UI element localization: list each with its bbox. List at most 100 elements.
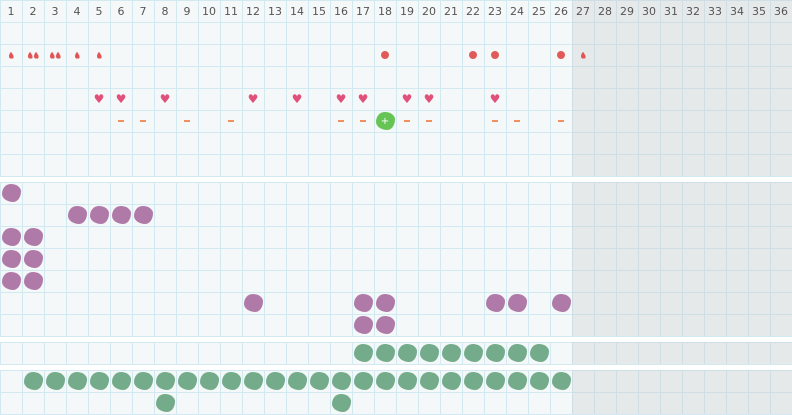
grid-cell[interactable] [154, 370, 176, 392]
grid-cell[interactable]: ♥ [154, 88, 176, 110]
grid-cell[interactable] [22, 248, 44, 270]
grid-cell[interactable] [484, 110, 506, 132]
grid-cell[interactable] [176, 370, 198, 392]
grid-cell[interactable] [374, 44, 396, 66]
grid-cell[interactable] [418, 342, 440, 364]
grid-cell[interactable] [88, 204, 110, 226]
grid-cell[interactable] [528, 370, 550, 392]
grid-cell[interactable] [66, 204, 88, 226]
grid-cell[interactable] [396, 110, 418, 132]
column-label: 2 [29, 5, 37, 18]
grid-cell[interactable] [66, 44, 88, 66]
grid-cell[interactable] [462, 370, 484, 392]
grid-cell[interactable] [484, 370, 506, 392]
grid-cell[interactable] [352, 292, 374, 314]
grid-cell[interactable] [440, 370, 462, 392]
grid-cell[interactable] [418, 370, 440, 392]
grid-cell[interactable]: ♥ [330, 88, 352, 110]
grid-cell[interactable] [198, 370, 220, 392]
grid-cell[interactable] [352, 342, 374, 364]
grid-cell[interactable] [550, 44, 572, 66]
grid-cell[interactable] [462, 342, 484, 364]
green-blob-icon [331, 372, 351, 390]
grid-cell[interactable] [154, 392, 176, 414]
grid-cell[interactable] [0, 44, 22, 66]
green-blob-icon [463, 372, 483, 390]
grid-cell[interactable] [506, 370, 528, 392]
grid-cell[interactable] [132, 204, 154, 226]
grid-cell[interactable] [88, 370, 110, 392]
grid-cell[interactable] [484, 44, 506, 66]
grid-cell[interactable] [572, 44, 594, 66]
grid-cell[interactable] [44, 44, 66, 66]
grid-cell[interactable] [528, 342, 550, 364]
grid-cell[interactable] [550, 370, 572, 392]
grid-cell[interactable] [264, 370, 286, 392]
grid-cell[interactable] [484, 292, 506, 314]
grid-cell[interactable]: ♥ [352, 88, 374, 110]
grid-cell[interactable]: ♥ [286, 88, 308, 110]
grid-cell[interactable] [352, 110, 374, 132]
grid-cell[interactable] [66, 370, 88, 392]
grid-cell[interactable] [550, 110, 572, 132]
grid-cell[interactable] [220, 370, 242, 392]
grid-cell[interactable] [0, 248, 22, 270]
grid-cell[interactable] [176, 110, 198, 132]
grid-cell[interactable] [22, 270, 44, 292]
grid-cell[interactable] [220, 110, 242, 132]
grid-cell[interactable] [506, 292, 528, 314]
grid-cell[interactable] [88, 44, 110, 66]
grid-cell[interactable] [506, 110, 528, 132]
grid-cell[interactable] [506, 342, 528, 364]
grid-cell[interactable] [418, 110, 440, 132]
grid-cell[interactable] [22, 44, 44, 66]
grid-cell[interactable] [374, 292, 396, 314]
grid-cell[interactable] [374, 370, 396, 392]
green-blob-icon [419, 344, 439, 362]
grid-cell[interactable] [352, 370, 374, 392]
grid-cell[interactable] [0, 270, 22, 292]
grid-cell[interactable] [110, 370, 132, 392]
column-label: 33 [708, 5, 722, 18]
grid-cell[interactable] [242, 370, 264, 392]
grid-cell[interactable] [22, 370, 44, 392]
column-label: 12 [246, 5, 260, 18]
grid-cell[interactable] [330, 370, 352, 392]
grid-cell[interactable]: ♥ [396, 88, 418, 110]
grid-cell[interactable] [0, 182, 22, 204]
green-blob-icon [111, 372, 131, 390]
grid-cell[interactable] [286, 370, 308, 392]
grid-cell[interactable] [440, 342, 462, 364]
grid-cell[interactable] [330, 110, 352, 132]
green-blob-icon [287, 372, 307, 390]
grid-cell[interactable] [0, 226, 22, 248]
grid-cell[interactable]: + [374, 110, 396, 132]
grid-cell[interactable] [110, 204, 132, 226]
grid-cell[interactable] [396, 370, 418, 392]
grid-cell[interactable] [308, 370, 330, 392]
green-blob-icon [353, 372, 373, 390]
purple-blob-icon [111, 206, 131, 224]
grid-cell[interactable]: ♥ [88, 88, 110, 110]
column-label: 31 [664, 5, 678, 18]
grid-cell[interactable] [132, 110, 154, 132]
grid-cell[interactable] [550, 292, 572, 314]
grid-cell[interactable] [330, 392, 352, 414]
grid-cell[interactable] [110, 110, 132, 132]
grid-cell[interactable] [374, 342, 396, 364]
grid-cell[interactable] [484, 342, 506, 364]
grid-cell[interactable] [44, 370, 66, 392]
grid-cell[interactable]: ♥ [242, 88, 264, 110]
grid-cell[interactable]: ♥ [110, 88, 132, 110]
grid-cell[interactable] [132, 370, 154, 392]
grid-cell[interactable] [462, 44, 484, 66]
grid-cell[interactable] [22, 226, 44, 248]
grid-cell[interactable] [242, 292, 264, 314]
grid-cell[interactable]: ♥ [418, 88, 440, 110]
double-drop-icon [55, 51, 61, 59]
grid-cell[interactable] [374, 314, 396, 336]
grid-cell[interactable] [352, 314, 374, 336]
dash-icon [426, 120, 432, 122]
grid-cell[interactable]: ♥ [484, 88, 506, 110]
grid-cell[interactable] [396, 342, 418, 364]
